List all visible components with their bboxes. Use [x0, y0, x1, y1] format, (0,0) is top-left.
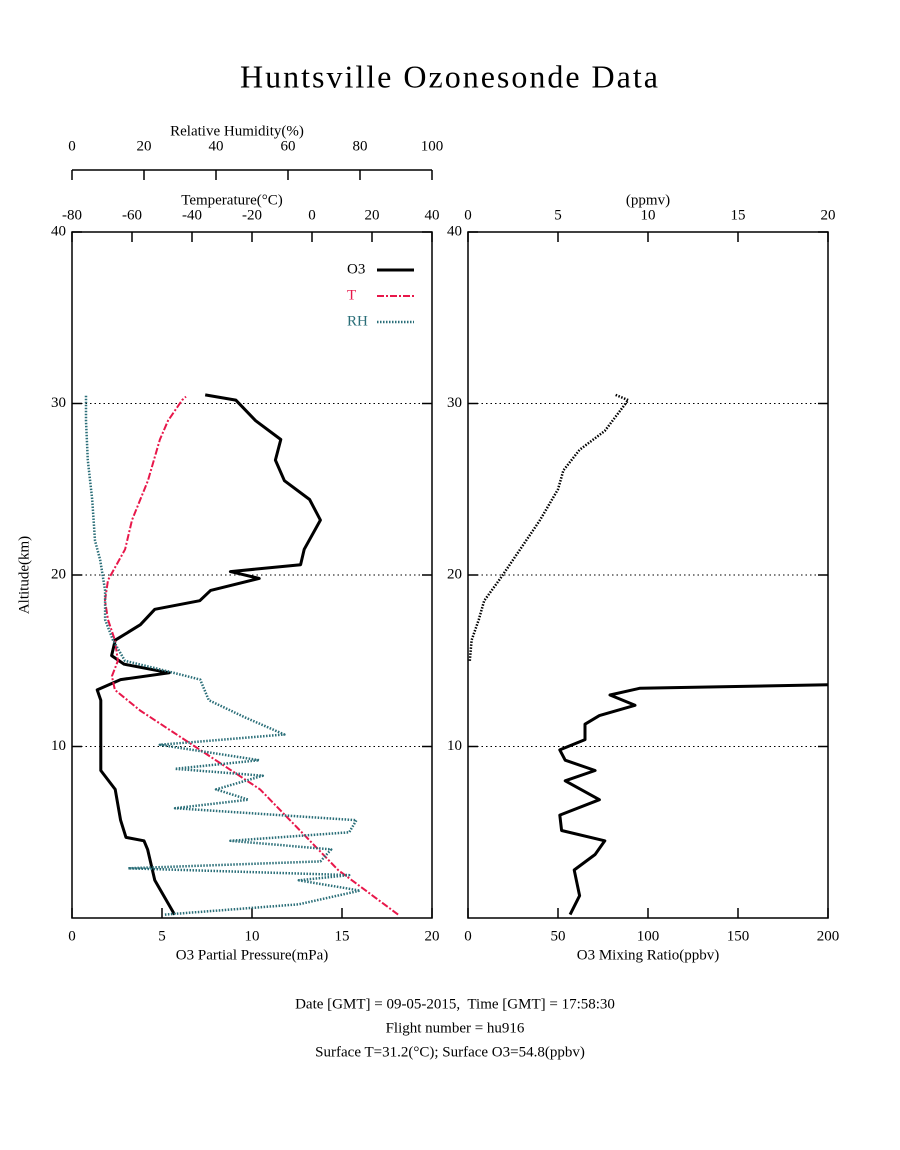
- x2-axis-label: Temperature(°C): [181, 192, 283, 208]
- x2-tick-label: 5: [554, 207, 562, 223]
- y-tick-label: 20: [51, 566, 66, 582]
- x3-tick-label: 20: [137, 138, 152, 154]
- plot-frame: [467, 231, 829, 919]
- plot-frame: [71, 231, 433, 919]
- x3-tick-label: 40: [209, 138, 224, 154]
- x2-tick-label: 0: [464, 207, 472, 223]
- x2-axis-label: (ppmv): [626, 192, 670, 208]
- y-tick-label: 10: [51, 738, 66, 754]
- x2-tick-label: -60: [122, 207, 142, 223]
- x-axis-label: O3 Partial Pressure(mPa): [176, 947, 328, 963]
- profile-line: [558, 683, 828, 916]
- x3-tick-label: 100: [421, 138, 444, 154]
- y-tick-label: 40: [447, 223, 462, 239]
- y-axis-label: Altitude(km): [16, 536, 32, 614]
- footer-line: Flight number = hu916: [386, 1020, 525, 1036]
- legend-label: O3: [347, 261, 365, 277]
- x2-tick-label: 15: [731, 207, 746, 223]
- x-tick-label: 0: [68, 928, 76, 944]
- x-tick-label: 150: [727, 928, 750, 944]
- x-tick-label: 5: [158, 928, 166, 944]
- x-tick-label: 15: [335, 928, 350, 944]
- y-tick-label: 40: [51, 223, 66, 239]
- chart-title: Huntsville Ozonesonde Data: [240, 58, 660, 94]
- x2-tick-label: -40: [182, 207, 202, 223]
- profile-line: [84, 394, 362, 916]
- x2-tick-label: 0: [308, 207, 316, 223]
- legend-label: RH: [347, 313, 368, 329]
- x-tick-label: 50: [551, 928, 566, 944]
- x-tick-label: 100: [637, 928, 660, 944]
- x2-tick-label: -80: [62, 207, 82, 223]
- x-tick-label: 200: [817, 928, 840, 944]
- x2-tick-label: 20: [821, 207, 836, 223]
- x2-tick-label: 40: [425, 207, 440, 223]
- x3-tick-label: 60: [281, 138, 296, 154]
- x2-tick-label: 10: [641, 207, 656, 223]
- x-tick-label: 0: [464, 928, 472, 944]
- x3-tick-label: 0: [68, 138, 76, 154]
- x2-tick-label: -20: [242, 207, 262, 223]
- x-tick-label: 10: [245, 928, 260, 944]
- footer-line: Date [GMT] = 09-05-2015, Time [GMT] = 17…: [295, 996, 615, 1012]
- x2-tick-label: 20: [365, 207, 380, 223]
- legend-label: T: [347, 287, 356, 303]
- x3-tick-label: 80: [353, 138, 368, 154]
- x-axis-label: O3 Mixing Ratio(ppbv): [577, 947, 720, 963]
- y-tick-label: 30: [51, 395, 66, 411]
- profile-line: [95, 393, 322, 916]
- profile-line: [104, 395, 399, 916]
- y-tick-label: 20: [447, 566, 462, 582]
- y-tick-label: 10: [447, 738, 462, 754]
- x3-axis-label: Relative Humidity(%): [170, 123, 304, 139]
- y-tick-label: 30: [447, 395, 462, 411]
- footer-line: Surface T=31.2(°C); Surface O3=54.8(ppbv…: [315, 1044, 585, 1060]
- x-tick-label: 20: [425, 928, 440, 944]
- profile-line: [468, 393, 630, 661]
